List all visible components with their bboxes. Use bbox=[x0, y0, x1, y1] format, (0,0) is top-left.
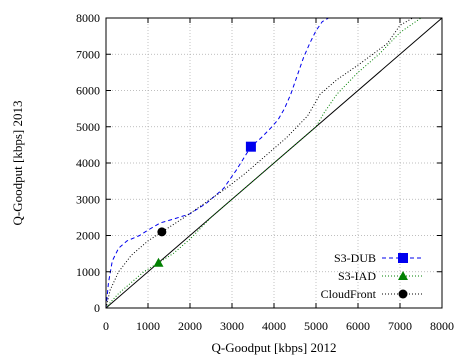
y-tick-label: 5000 bbox=[76, 120, 100, 134]
legend-label-s3-iad: S3-IAD bbox=[338, 269, 376, 283]
y-tick-label: 0 bbox=[94, 301, 100, 315]
y-tick-label: 6000 bbox=[76, 84, 100, 98]
series-line-s3-iad bbox=[106, 18, 422, 308]
y-tick-label: 7000 bbox=[76, 47, 100, 61]
legend-marker-s3-dub bbox=[398, 253, 408, 263]
x-tick-label: 7000 bbox=[388, 319, 412, 333]
y-tick-label: 3000 bbox=[76, 192, 100, 206]
y-tick-label: 4000 bbox=[76, 156, 100, 170]
legend-label-cloudfront: CloudFront bbox=[321, 287, 377, 301]
x-tick-label: 1000 bbox=[136, 319, 160, 333]
legend-label-s3-dub: S3-DUB bbox=[334, 251, 376, 265]
grid-lines bbox=[106, 18, 442, 308]
x-tick-label: 4000 bbox=[262, 319, 286, 333]
x-tick-label: 8000 bbox=[430, 319, 454, 333]
series-markers bbox=[153, 141, 256, 267]
axis-ticks: 0 1000 2000 3000 4000 5000 6000 7000 8000 0 1000 20… bbox=[76, 11, 454, 333]
y-tick-label: 2000 bbox=[76, 229, 100, 243]
legend-marker-s3-iad bbox=[398, 271, 408, 280]
series-lines bbox=[106, 18, 422, 308]
x-tick-label: 6000 bbox=[346, 319, 370, 333]
y-tick-label: 8000 bbox=[76, 11, 100, 25]
x-tick-label: 2000 bbox=[178, 319, 202, 333]
legend: S3-DUB S3-IAD CloudFront bbox=[321, 251, 424, 301]
marker-s3-iad bbox=[153, 257, 164, 267]
marker-cloudfront bbox=[157, 227, 167, 237]
x-tick-label: 3000 bbox=[220, 319, 244, 333]
legend-marker-cloudfront bbox=[398, 289, 408, 299]
x-tick-label: 0 bbox=[103, 319, 109, 333]
y-axis-label: Q-Goodput [kbps] 2013 bbox=[10, 101, 25, 226]
x-tick-label: 5000 bbox=[304, 319, 328, 333]
x-axis-label: Q-Goodput [kbps] 2012 bbox=[212, 340, 337, 355]
series-line-s3-dub bbox=[106, 18, 329, 308]
series-line-cloudfront bbox=[106, 18, 413, 308]
y-tick-label: 1000 bbox=[76, 265, 100, 279]
marker-s3-dub bbox=[245, 141, 256, 152]
